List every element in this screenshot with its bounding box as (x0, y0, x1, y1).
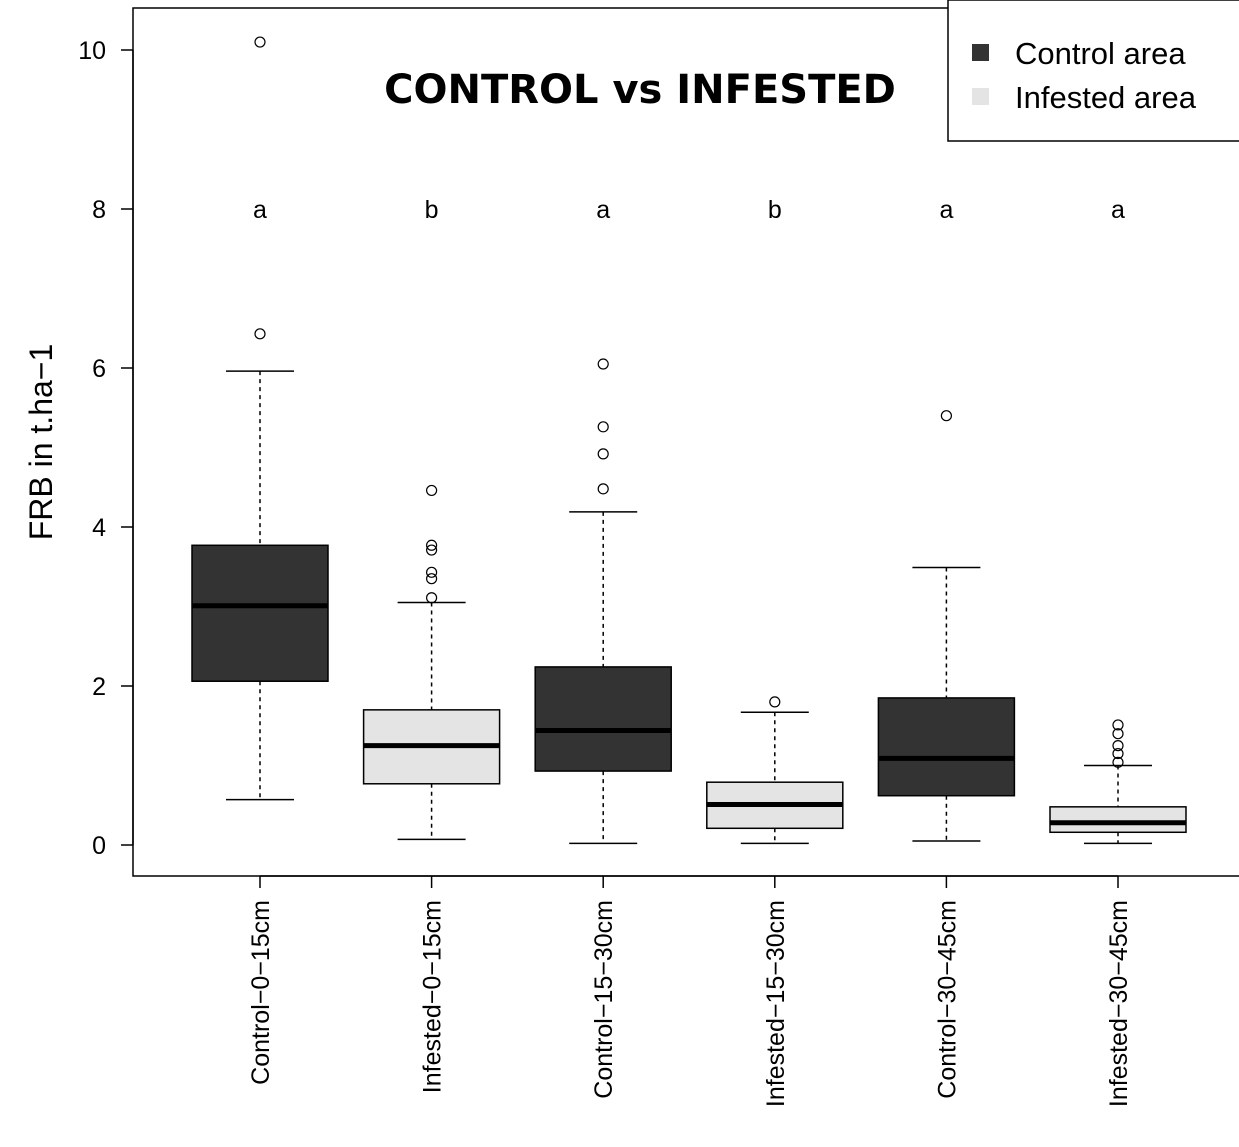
significance-letter: a (596, 196, 610, 224)
outlier-point (597, 421, 609, 433)
legend-swatch-control (972, 44, 989, 61)
y-tick-label: 8 (92, 196, 106, 224)
outlier-point (1112, 756, 1124, 768)
outlier-point (254, 328, 266, 340)
x-axis: Control−0−15cm Infested−0−15cm Control−15−… (247, 875, 1133, 1107)
outlier-point (426, 544, 438, 556)
y-tick-label: 6 (92, 355, 106, 383)
box-3: a (534, 196, 672, 845)
box-iqr (191, 544, 329, 682)
x-tick-label: Control−0−15cm (247, 900, 275, 1085)
y-tick-label: 4 (92, 514, 106, 542)
x-tick-label: Infested−0−15cm (419, 900, 447, 1093)
legend-label-control: Control area (1015, 36, 1186, 71)
outlier-point (1112, 747, 1124, 760)
x-tick-label: Infested−30−45cm (1105, 900, 1133, 1107)
significance-letter: b (768, 196, 782, 224)
x-tick-label: Infested−15−30cm (762, 900, 790, 1107)
outlier-point (1112, 740, 1124, 752)
box-2: b (362, 196, 501, 841)
outlier-point (426, 566, 438, 578)
significance-letter: b (425, 196, 439, 224)
outlier-point (940, 410, 953, 422)
significance-letter: a (253, 196, 267, 224)
x-tick-label: Control−15−30cm (590, 900, 618, 1099)
outlier-point (597, 483, 609, 495)
outlier-point (597, 358, 609, 370)
outlier-point (426, 573, 438, 585)
significance-letter: a (1111, 196, 1125, 224)
box-iqr (877, 697, 1016, 797)
outlier-point (426, 539, 438, 551)
outlier-point (426, 592, 438, 604)
y-tick-label: 2 (92, 673, 106, 701)
box-4: b (706, 196, 844, 845)
outlier-point (597, 448, 609, 460)
box-iqr (534, 666, 672, 772)
box-1: a (191, 36, 329, 801)
significance-letter: a (939, 196, 953, 224)
y-axis-label: FRB in t.ha−1 (23, 344, 59, 541)
box-5: a (877, 196, 1016, 842)
y-axis: 0 2 4 6 8 10 (78, 37, 134, 860)
outlier-point (769, 696, 781, 708)
x-tick-label: Control−30−45cm (933, 900, 961, 1099)
chart-title: CONTROL vs INFESTED (384, 67, 896, 113)
legend-swatch-infested (972, 88, 989, 105)
legend: Control area Infested area (947, 0, 1239, 142)
legend-frame (947, 0, 1239, 142)
box-6: a (1049, 196, 1187, 845)
box-iqr (1049, 806, 1187, 834)
y-tick-label: 0 (92, 832, 106, 860)
outlier-point (1112, 728, 1124, 740)
outlier-point (1112, 719, 1124, 731)
legend-label-infested: Infested area (1015, 80, 1197, 115)
outlier-point (254, 36, 266, 48)
y-tick-label: 10 (78, 37, 106, 65)
outlier-point (426, 484, 438, 497)
